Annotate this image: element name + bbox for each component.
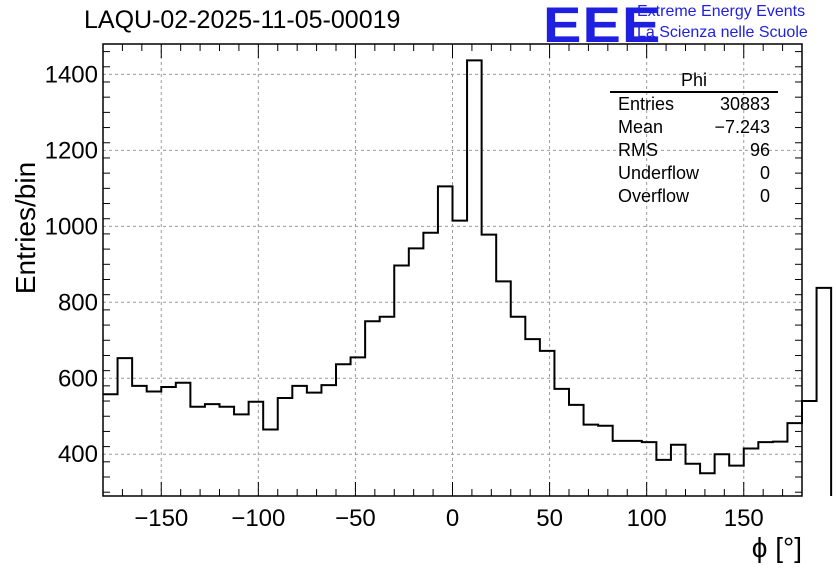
histogram-bin: [220, 407, 235, 496]
histogram-bin: [263, 430, 278, 496]
stats-label: RMS: [618, 140, 658, 160]
histogram-bin: [540, 351, 555, 496]
histogram-bin: [380, 317, 395, 496]
histogram-bin: [700, 473, 715, 496]
histogram-bin: [569, 405, 584, 496]
histogram-bin: [729, 466, 744, 496]
histogram-bin: [686, 464, 701, 496]
histogram-bin: [787, 423, 802, 496]
y-axis-label: Entries/bin: [10, 161, 41, 295]
histogram-bin: [176, 383, 191, 496]
histogram-bin: [642, 442, 657, 496]
stats-value: 0: [759, 163, 770, 183]
histogram-bin: [511, 317, 526, 496]
x-axis-label: ϕ [°]: [751, 532, 802, 563]
histogram-bin: [321, 385, 336, 496]
histogram-bin: [438, 186, 453, 496]
stats-title: Phi: [610, 69, 778, 93]
histogram-bin: [482, 235, 497, 496]
histogram-bin: [351, 357, 366, 496]
histogram-bin: [584, 425, 599, 496]
histogram-bin: [409, 248, 424, 496]
x-tick-label: −100: [231, 505, 285, 532]
stats-row-underflow: Underflow 0: [610, 162, 778, 185]
x-tick-label: 50: [536, 505, 563, 532]
histogram-bin: [365, 321, 380, 496]
histogram-bin: [394, 265, 409, 496]
x-tick-label: 100: [627, 505, 667, 532]
histogram-bin: [758, 442, 773, 496]
stats-value: 0: [759, 186, 770, 206]
histogram-bin: [336, 364, 351, 496]
histogram-bin: [598, 426, 613, 496]
x-tick-label: 0: [446, 505, 459, 532]
histogram-bin: [817, 288, 832, 496]
y-tick-label: 600: [58, 365, 98, 392]
histogram-bin: [802, 401, 817, 496]
histogram-bin: [715, 454, 730, 496]
stats-label: Underflow: [618, 163, 700, 183]
histogram-bin: [132, 386, 147, 496]
y-tick-label: 1000: [45, 213, 98, 240]
histogram-line: [103, 59, 833, 496]
stats-row-entries: Entries 30883: [610, 93, 778, 116]
histogram-bin: [773, 442, 788, 496]
stats-label: Entries: [618, 94, 675, 114]
histogram-bin: [671, 445, 686, 496]
histogram-bin: [744, 449, 759, 496]
histogram-bin: [307, 393, 322, 496]
chart-title: LAQU-02-2025-11-05-00019: [84, 6, 401, 34]
stats-value: 96: [749, 140, 770, 160]
stats-label: Mean: [618, 117, 664, 137]
histogram-bin: [554, 389, 569, 496]
histogram-bin: [613, 441, 628, 496]
x-tick-label: −50: [335, 505, 376, 532]
histogram-bin: [525, 339, 540, 496]
stats-value: 30883: [719, 94, 770, 114]
histogram-bin: [278, 398, 293, 496]
histogram-bin: [147, 392, 162, 496]
histogram-bin: [467, 60, 482, 496]
y-tick-label: 1200: [45, 137, 98, 164]
histogram-bin: [249, 402, 264, 496]
histogram-bin: [161, 387, 176, 496]
stats-row-rms: RMS 96: [610, 139, 778, 162]
histogram-bin: [423, 233, 438, 496]
stats-row-mean: Mean −7.243: [610, 116, 778, 139]
histogram-bin: [656, 460, 671, 496]
stats-box: Phi Entries 30883 Mean −7.243 RMS 96 Und…: [610, 69, 778, 208]
x-tick-label: 150: [724, 505, 764, 532]
x-tick-label: −150: [134, 505, 188, 532]
histogram-bin: [118, 358, 133, 496]
histogram-bin: [496, 281, 511, 496]
histogram-bin: [190, 407, 205, 496]
eee-logo: EEE: [543, 0, 662, 53]
y-tick-label: 800: [58, 289, 98, 316]
histogram-bin: [292, 386, 307, 496]
histogram-bin: [627, 441, 642, 496]
logo-line-2: La Scienza nelle Scuole: [637, 24, 808, 41]
logo-line-1: Extreme Energy Events: [637, 3, 806, 20]
stats-value: −7.243: [714, 117, 770, 137]
histogram-bin: [205, 404, 220, 496]
histogram-bin: [103, 394, 118, 496]
y-tick-label: 1400: [45, 61, 98, 88]
histogram-bin: [234, 414, 249, 496]
y-tick-label: 400: [58, 441, 98, 468]
stats-label: Overflow: [618, 186, 690, 206]
stats-row-overflow: Overflow 0: [610, 185, 778, 208]
histogram-bin: [453, 221, 468, 496]
